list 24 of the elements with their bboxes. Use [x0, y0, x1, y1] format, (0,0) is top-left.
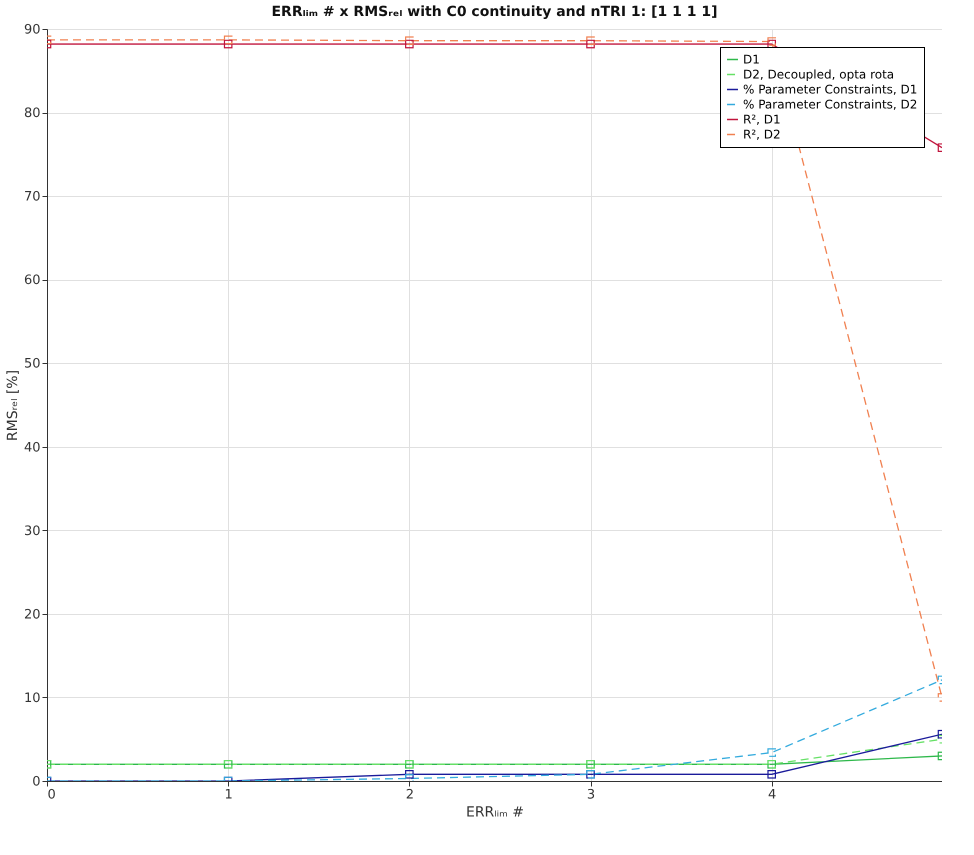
y-tick-label: 10 [24, 690, 40, 706]
x-tick-label: 3 [586, 788, 596, 802]
x-tick-label: 1 [224, 788, 233, 802]
y-tick-label: 50 [24, 356, 40, 372]
y-tick-label: 30 [24, 524, 40, 539]
legend-label: % Parameter Constraints, D1 [743, 82, 918, 96]
legend-label: R², D2 [743, 128, 781, 142]
legend-label: D1 [743, 52, 760, 66]
y-tick-label: 60 [24, 273, 40, 288]
y-tick-label: 70 [24, 190, 40, 205]
x-tick-label: 2 [406, 788, 414, 802]
y-tick-label: 20 [24, 607, 40, 622]
x-tick-label: 0 [48, 788, 56, 802]
legend-label: R², D1 [743, 112, 781, 126]
y-tick-label: 80 [24, 106, 40, 122]
x-axis-title: ERRₗᵢₘ # [466, 804, 524, 820]
chart-title: ERRₗᵢₘ # x RMSᵣₑₗ with C0 continuity and nTRI 1: [1 1 1 1] [271, 4, 718, 20]
legend-label: D2, Decoupled, opta rota [743, 68, 894, 82]
x-tick-label: 4 [768, 788, 776, 802]
y-tick-label: 40 [24, 440, 40, 456]
y-tick-label: 0 [32, 774, 40, 790]
y-axis-title: RMSᵣₑₗ [%] [4, 370, 21, 442]
y-tick-label: 90 [24, 22, 40, 38]
legend-label: % Parameter Constraints, D2 [743, 98, 918, 112]
